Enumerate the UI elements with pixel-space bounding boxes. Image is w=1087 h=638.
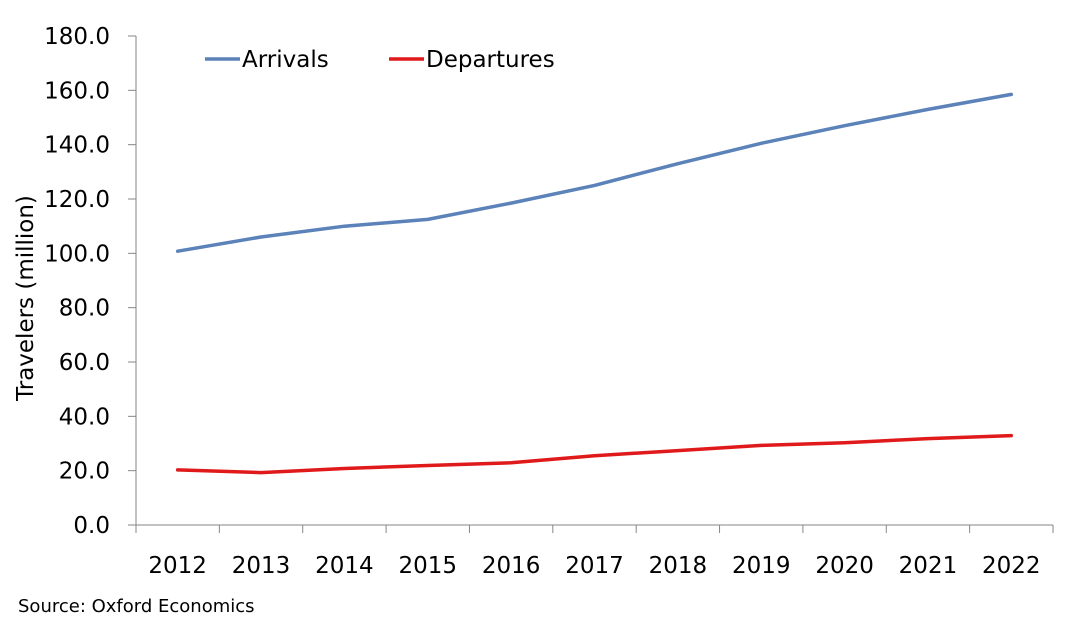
x-tick-label: 2012 [148, 553, 207, 579]
x-tick-label: 2017 [565, 553, 624, 579]
y-axis-title: Travelers (million) [13, 195, 39, 402]
y-tick-label: 20.0 [59, 459, 110, 485]
x-tick-label: 2014 [315, 553, 374, 579]
legend: Arrivals Departures [205, 47, 555, 73]
axes [135, 36, 1053, 526]
series-line-arrivals [175, 92, 1014, 253]
y-tick-label: 0.0 [73, 513, 110, 539]
x-tick-label: 2019 [732, 553, 791, 579]
x-tick-label: 2020 [815, 553, 874, 579]
series-line-departures [175, 433, 1014, 475]
y-tick-label: 180.0 [44, 24, 110, 50]
x-tick-label: 2015 [398, 553, 457, 579]
y-tick-label: 160.0 [44, 78, 110, 104]
y-tick-label: 140.0 [44, 133, 110, 159]
series-group [175, 92, 1014, 475]
legend-label-arrivals: Arrivals [242, 47, 329, 73]
y-tick-label: 40.0 [59, 404, 110, 430]
x-tick-label: 2018 [649, 553, 708, 579]
y-tick-label: 100.0 [44, 241, 110, 267]
legend-label-departures: Departures [426, 47, 555, 73]
source-note: Source: Oxford Economics [18, 596, 255, 617]
y-tick-label: 60.0 [59, 350, 110, 376]
y-axis-ticks: 0.0 20.0 40.0 60.0 80.0 100.0 120.0 140.0 160.0 1… [44, 24, 136, 539]
x-tick-label: 2022 [982, 553, 1041, 579]
x-tick-label: 2016 [482, 553, 541, 579]
x-tick-label: 2021 [899, 553, 958, 579]
y-tick-label: 80.0 [59, 296, 110, 322]
x-tick-label: 2013 [232, 553, 291, 579]
x-axis-ticks: 2012 2013 2014 2015 2016 2017 2018 2019 2020 2021… [135, 525, 1054, 579]
y-tick-label: 120.0 [44, 187, 110, 213]
